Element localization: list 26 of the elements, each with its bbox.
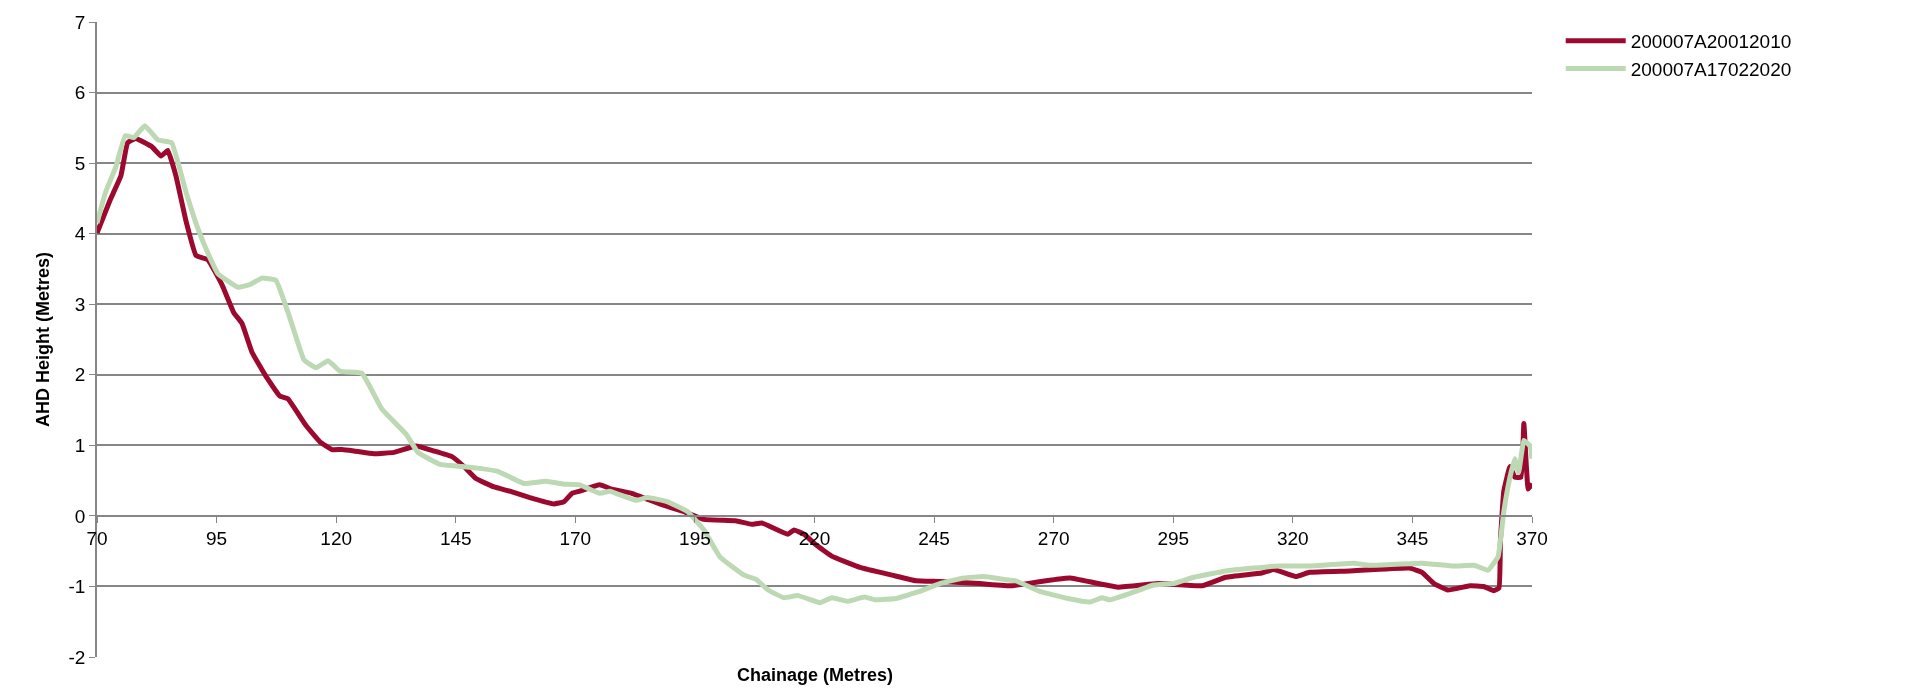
x-tick-label: 145 bbox=[439, 528, 472, 550]
y-tick-label: 1 bbox=[74, 434, 86, 456]
x-axis-title: Chainage (Metres) bbox=[737, 665, 894, 685]
y-tick-label: 4 bbox=[74, 223, 86, 245]
x-tick-label: 370 bbox=[1516, 528, 1548, 550]
y-tick-label: -2 bbox=[68, 646, 86, 668]
x-tick-label: 320 bbox=[1276, 528, 1309, 550]
x-tick-label: 345 bbox=[1396, 528, 1429, 550]
x-tick-label: 195 bbox=[679, 528, 711, 550]
x-tick-label: 245 bbox=[918, 528, 950, 550]
x-tick-label: 295 bbox=[1157, 528, 1190, 550]
y-tick-label: 3 bbox=[74, 293, 86, 315]
x-tick-label: 170 bbox=[559, 528, 592, 550]
y-tick-label: 0 bbox=[74, 505, 86, 527]
x-tick-label: 270 bbox=[1037, 528, 1070, 550]
y-tick-label: 7 bbox=[74, 11, 86, 33]
legend-label: 200007A17022020 bbox=[1630, 58, 1792, 80]
x-tick-label: 70 bbox=[86, 528, 108, 550]
legend-label: 200007A20012010 bbox=[1630, 31, 1792, 53]
y-tick-label: 6 bbox=[74, 82, 86, 104]
y-tick-label: 2 bbox=[74, 364, 86, 386]
x-tick-label: 95 bbox=[206, 528, 228, 550]
y-axis-title: AHD Height (Metres) bbox=[33, 251, 54, 428]
y-tick-label: 5 bbox=[74, 152, 86, 174]
y-tick-label: -1 bbox=[68, 576, 86, 598]
x-tick-label: 120 bbox=[320, 528, 353, 550]
